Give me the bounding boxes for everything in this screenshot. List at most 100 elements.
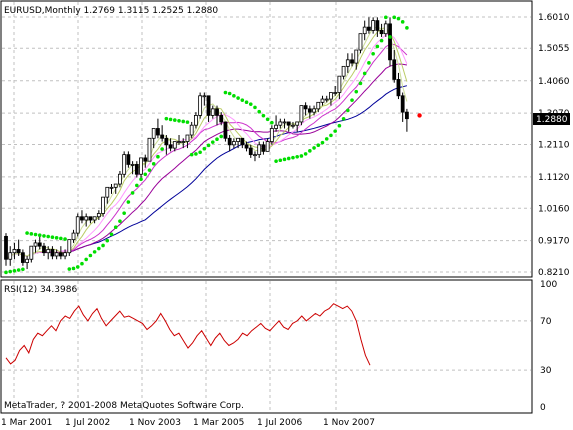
candle-body	[143, 157, 148, 162]
candle-body	[4, 235, 8, 260]
sar-dot	[122, 211, 126, 215]
candle-body	[147, 137, 152, 162]
candle-body	[400, 95, 405, 113]
candle-body	[46, 249, 51, 254]
candle-body	[164, 137, 169, 146]
price-tick-label: 1.1120	[538, 173, 570, 183]
candle-body	[223, 121, 228, 139]
sar-dot	[54, 236, 59, 240]
sar-dot	[168, 117, 173, 122]
candle-body	[231, 141, 236, 146]
candle-body	[202, 95, 207, 98]
candle-body	[248, 147, 253, 156]
candle-body	[358, 33, 363, 51]
candle-body	[278, 121, 283, 126]
sar-dot	[240, 98, 245, 102]
rsi-axis: 100 70 30 0	[540, 280, 557, 413]
sar-dot	[194, 152, 198, 156]
candle-body	[198, 95, 203, 116]
candle-body	[388, 23, 392, 61]
sar-dot	[210, 140, 215, 144]
price-axis: 1.60101.50551.40601.30701.21101.11201.01…	[538, 13, 570, 278]
sar-dot	[286, 156, 291, 161]
candle-body	[345, 59, 350, 67]
sar-dot	[384, 15, 388, 20]
time-tick-label: 1 Jul 2002	[65, 418, 110, 428]
sar-dot	[257, 109, 262, 114]
sar-dot	[156, 154, 160, 159]
sar-dot	[400, 20, 405, 24]
candlesticks	[4, 17, 409, 270]
candle-body	[291, 124, 295, 127]
candle-body	[160, 134, 165, 139]
sar-dot	[278, 158, 283, 163]
sar-dot	[130, 191, 135, 195]
candle-body	[261, 144, 266, 152]
sar-dot	[181, 119, 186, 124]
moving-average-line	[5, 43, 408, 260]
price-tick-label: 1.4060	[538, 77, 570, 87]
sar-dot	[16, 268, 21, 272]
candle-body	[168, 144, 173, 149]
time-tick-label: 1 Jul 2006	[257, 418, 302, 428]
sar-dot	[265, 117, 270, 122]
candle-body	[105, 186, 110, 198]
sar-dot	[4, 270, 8, 275]
sar-dot	[333, 129, 337, 133]
sar-dot	[37, 233, 42, 238]
sar-dot	[151, 161, 156, 166]
candle-body	[8, 252, 13, 260]
sar-dot	[354, 89, 359, 94]
sar-dot	[59, 236, 63, 241]
sar-dot	[147, 168, 152, 172]
candle-body	[333, 92, 338, 94]
candle-body	[16, 249, 21, 254]
candle-body	[375, 20, 380, 31]
rsi-tick-label: 100	[540, 280, 557, 290]
candle-body	[130, 164, 135, 166]
candle-body	[362, 26, 367, 35]
sar-dot	[379, 38, 384, 43]
candle-body	[396, 79, 401, 97]
sar-dot	[75, 265, 80, 269]
candle-body	[151, 128, 156, 139]
sar-dot	[88, 253, 93, 258]
price-tick-label: 1.0160	[538, 204, 570, 214]
candle-body	[172, 141, 177, 149]
sar-dot	[139, 177, 143, 182]
sar-dot	[337, 123, 342, 128]
sar-dot	[244, 100, 249, 105]
candle-body	[42, 245, 46, 254]
candle-body	[320, 98, 325, 103]
candle-body	[33, 242, 38, 247]
sar-dot	[223, 90, 228, 95]
moving-average-line	[5, 63, 407, 260]
candle-body	[383, 23, 388, 35]
candle-body	[193, 115, 198, 126]
candle-body	[392, 59, 397, 80]
candle-body	[118, 173, 122, 185]
sar-dot	[12, 268, 17, 273]
time-tick-label: 1 Nov 2003	[129, 418, 181, 428]
candle-body	[227, 137, 232, 146]
candle-body	[50, 249, 55, 257]
price-tick-label: 0.9170	[538, 237, 570, 247]
sar-dot	[261, 113, 266, 118]
candle-body	[316, 101, 321, 110]
sar-dot	[126, 200, 131, 204]
candle-body	[71, 232, 76, 241]
candle-body	[113, 183, 118, 188]
sar-dot	[341, 116, 346, 121]
candle-body	[303, 105, 308, 110]
sar-dot	[198, 150, 202, 155]
candle-body	[20, 252, 25, 263]
candle-body	[92, 216, 97, 221]
candle-body	[189, 124, 194, 136]
sar-dot	[164, 116, 169, 121]
candle-body	[371, 20, 376, 31]
candle-body	[337, 75, 342, 93]
sar-dot	[312, 146, 316, 150]
time-tick-label: 1 Mar 2001	[1, 418, 52, 428]
sar-dot	[160, 147, 164, 151]
